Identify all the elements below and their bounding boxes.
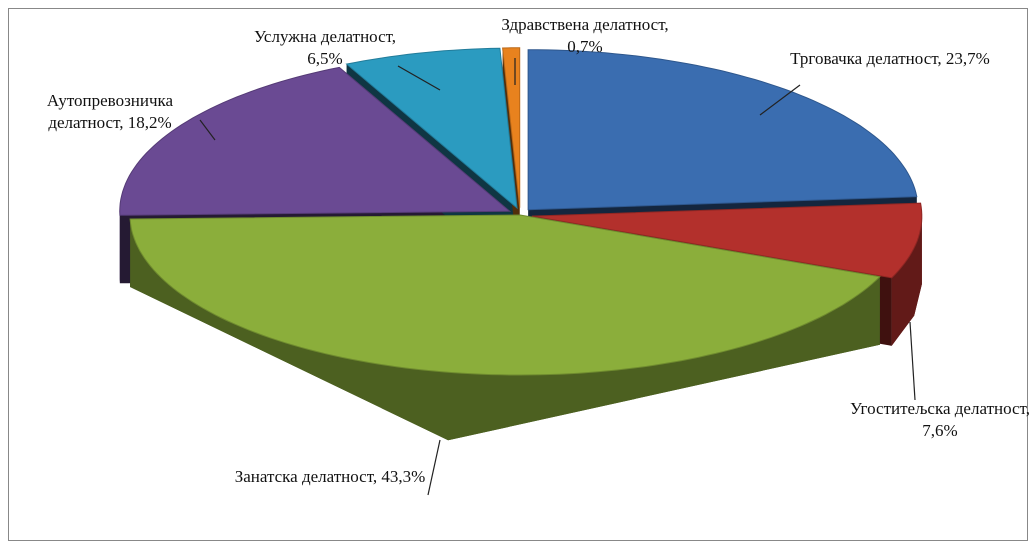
data-label: Трговачка делатност, 23,7% — [790, 49, 990, 68]
slice — [119, 66, 512, 216]
slice — [129, 214, 881, 376]
leader-line — [397, 65, 441, 91]
leader-line — [909, 321, 916, 401]
leader-line — [759, 84, 801, 116]
data-label: Аутопревозничка делатност, 18,2% — [46, 91, 174, 132]
slice-side — [891, 216, 922, 346]
data-label: Здравствена делатност, 0,7% — [501, 15, 669, 56]
slice — [502, 47, 521, 208]
chart-border — [8, 8, 1028, 541]
slice — [345, 47, 518, 210]
leader-line — [427, 439, 441, 496]
data-label: Услужна делатност, 6,5% — [253, 27, 397, 68]
slice-side — [130, 219, 880, 441]
slice — [531, 202, 923, 279]
slice — [527, 49, 918, 211]
data-label: Занатска делатност, 43,3% — [234, 467, 426, 486]
leader-line — [199, 119, 216, 141]
data-label: Угоститељска делатност, 7,6% — [850, 399, 1029, 440]
